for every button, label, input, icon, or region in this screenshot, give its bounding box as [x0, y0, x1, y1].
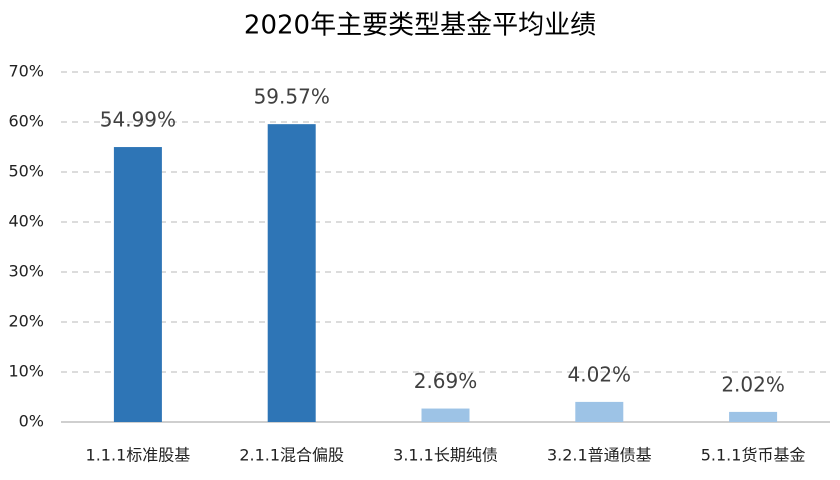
bar — [729, 411, 778, 422]
value-label: 2.69% — [414, 369, 478, 393]
bar — [113, 147, 162, 423]
y-tick-label: 40% — [8, 212, 44, 231]
x-tick-label: 2.1.1混合偏股 — [239, 446, 344, 465]
x-tick-label: 5.1.1货币基金 — [701, 446, 806, 465]
chart-title: 2020年主要类型基金平均业绩 — [244, 11, 596, 41]
bar — [575, 401, 624, 422]
y-tick-label: 60% — [8, 112, 44, 131]
y-tick-label: 30% — [8, 262, 44, 281]
x-tick-label: 3.1.1长期纯债 — [393, 446, 498, 465]
y-tick-label: 50% — [8, 162, 44, 181]
y-tick-label: 0% — [19, 412, 44, 431]
y-tick-label: 20% — [8, 312, 44, 331]
value-label: 4.02% — [568, 362, 632, 386]
y-tick-label: 10% — [8, 362, 44, 381]
x-tick-label: 3.2.1普通债基 — [547, 446, 652, 465]
value-label: 54.99% — [100, 108, 176, 132]
value-label: 2.02% — [721, 372, 785, 396]
value-label: 59.57% — [254, 85, 330, 109]
bar — [421, 408, 470, 422]
y-tick-label: 70% — [8, 62, 44, 81]
x-tick-label: 1.1.1标准股基 — [86, 446, 191, 465]
bar — [267, 124, 316, 423]
